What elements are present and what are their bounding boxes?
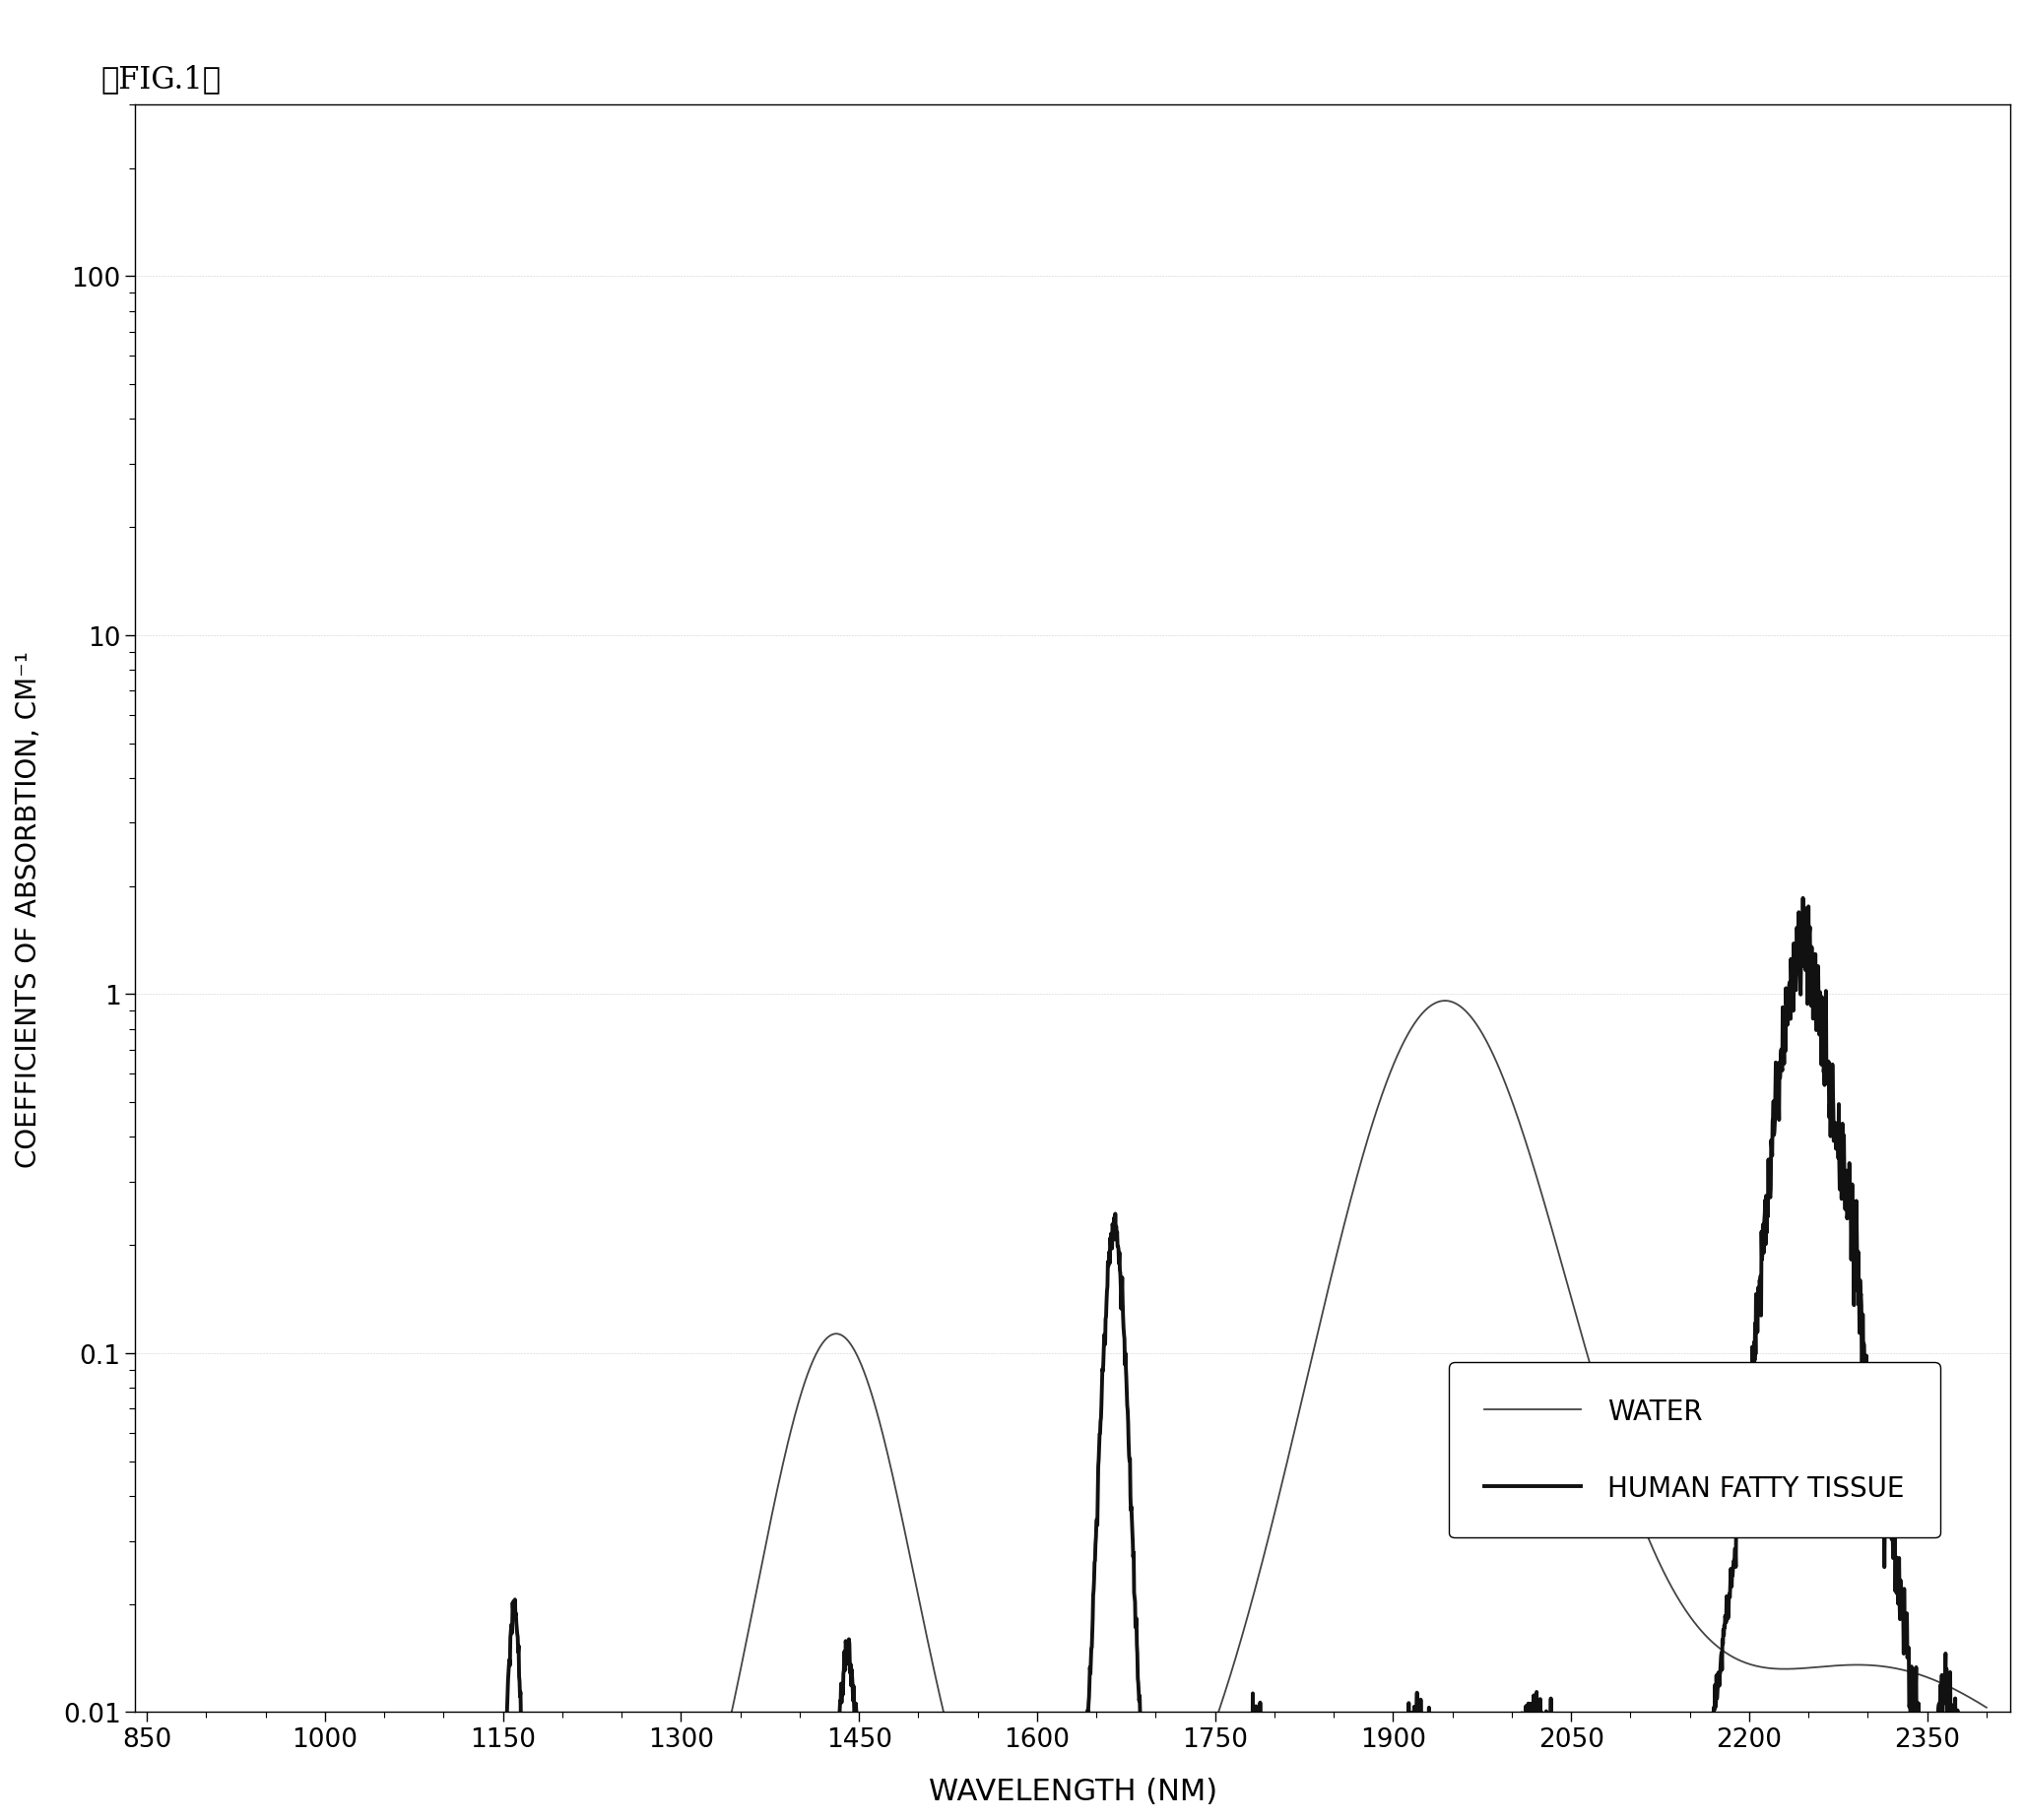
X-axis label: WAVELENGTH (NM): WAVELENGTH (NM) xyxy=(927,1776,1217,1805)
Y-axis label: COEFFICIENTS OF ABSORBTION, CM⁻¹: COEFFICIENTS OF ABSORBTION, CM⁻¹ xyxy=(14,650,43,1167)
Text: 』FIG.1』: 』FIG.1』 xyxy=(101,64,221,95)
Legend: WATER, HUMAN FATTY TISSUE: WATER, HUMAN FATTY TISSUE xyxy=(1450,1363,1940,1538)
